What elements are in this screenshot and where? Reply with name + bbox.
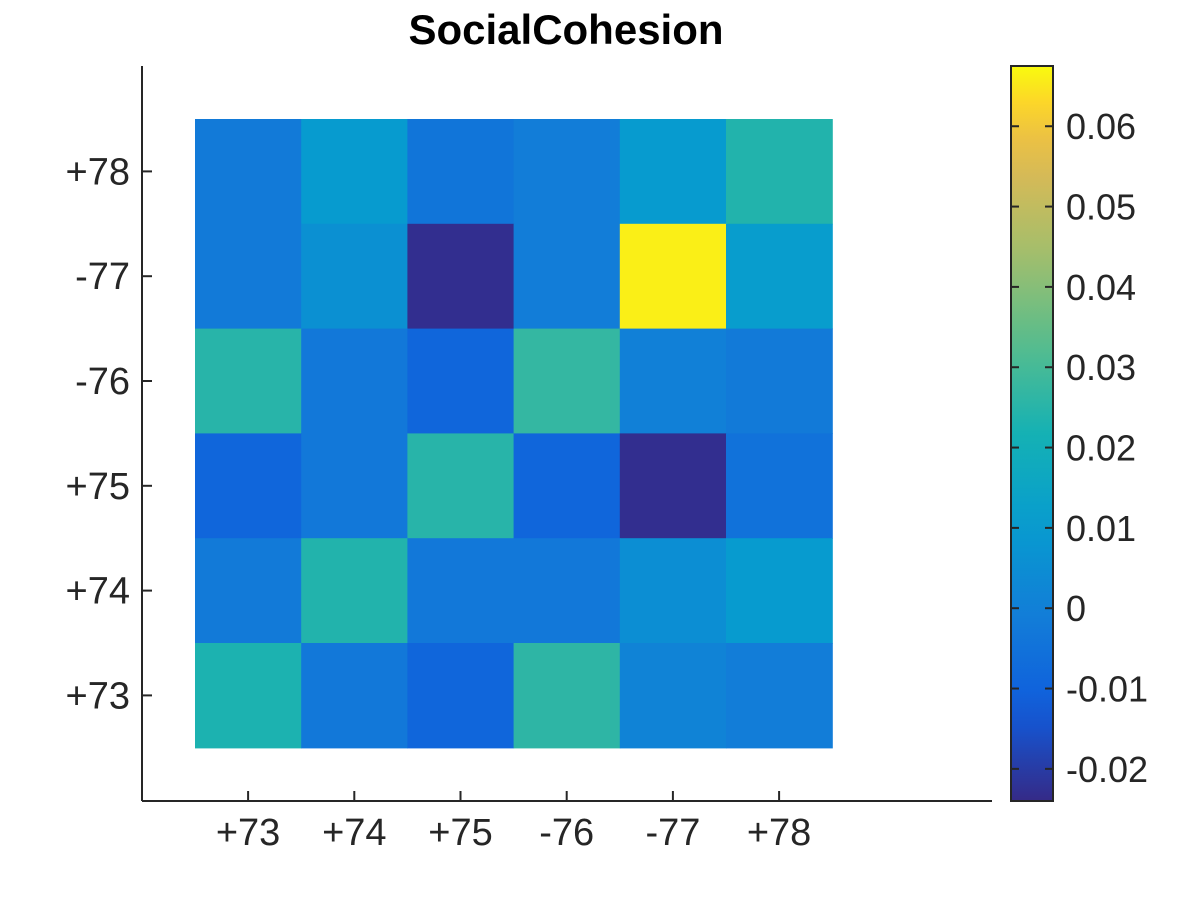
heatmap-cell: [619, 119, 727, 225]
heatmap-cell: [407, 328, 515, 434]
heatmap-cell: [301, 433, 408, 539]
x-tick-label: +74: [322, 812, 386, 854]
heatmap-cell: [513, 119, 621, 225]
heatmap-cell: [407, 119, 515, 225]
heatmap-cell: [407, 538, 515, 644]
heatmap-cell: [301, 119, 408, 225]
x-tick-group: +73 +74 +75 -76 -77 +78: [216, 791, 811, 854]
colorbar-tick-label: -0.02: [1066, 749, 1148, 790]
heatmap-cell: [513, 223, 621, 330]
x-tick-label: +78: [747, 812, 811, 854]
heatmap-cell: [301, 223, 408, 330]
heatmap-cell: [619, 328, 727, 434]
colorbar-tick-label: 0.01: [1066, 508, 1136, 549]
y-tick-group: +78 -77 -76 +75 +74 +73: [66, 151, 152, 717]
heatmap-cell: [195, 643, 302, 749]
heatmap-cell: [726, 119, 833, 225]
heatmap-cell: [619, 643, 727, 749]
heatmap-cell: [407, 223, 515, 330]
heatmap-cell: [513, 538, 621, 644]
colorbar-tick-label: 0.06: [1066, 106, 1136, 147]
heatmap-cell: [195, 328, 302, 434]
heatmap-cell: [301, 643, 408, 749]
heatmap-cell: [726, 433, 833, 539]
heatmap-cell: [195, 223, 302, 330]
x-tick-label: -76: [539, 812, 594, 854]
heatmap-cell: [513, 433, 621, 539]
chart-title: SocialCohesion: [408, 6, 723, 53]
colorbar-tick-label: 0.02: [1066, 428, 1136, 469]
colorbar-tick-label: 0.04: [1066, 267, 1136, 308]
y-tick-label: +74: [66, 571, 130, 613]
heatmap-cell: [726, 643, 833, 749]
heatmap-cell: [726, 223, 833, 330]
heatmap-cell: [619, 433, 727, 539]
heatmap-cell: [407, 433, 515, 539]
heatmap-cell: [513, 328, 621, 434]
heatmap-cell: [195, 538, 302, 644]
y-tick-label: +75: [66, 466, 130, 508]
colorbar-tick-label: -0.01: [1066, 669, 1148, 710]
heatmap-cell: [195, 119, 302, 225]
x-tick-label: +73: [216, 812, 280, 854]
heatmap-cell: [726, 328, 833, 434]
heatmap-cells: [195, 119, 833, 749]
colorbar-tick-label: 0: [1066, 588, 1086, 629]
heatmap-cell: [619, 223, 727, 330]
colorbar-tick-label: 0.05: [1066, 187, 1136, 228]
y-tick-label: -77: [75, 256, 130, 298]
heatmap-cell: [195, 433, 302, 539]
colorbar-tick-label: 0.03: [1066, 347, 1136, 388]
colorbar-tick-group: -0.02 -0.01 0 0.01 0.02 0.03 0.04 0.05 0.06: [1011, 106, 1148, 790]
x-tick-label: +75: [428, 812, 492, 854]
heatmap-cell: [301, 328, 408, 434]
y-tick-label: +78: [66, 151, 130, 193]
y-tick-label: +73: [66, 675, 130, 717]
x-tick-label: -77: [645, 812, 700, 854]
heatmap-cell: [407, 643, 515, 749]
heatmap-cell: [726, 538, 833, 644]
heatmap-cell: [513, 643, 621, 749]
heatmap-cell: [619, 538, 727, 644]
y-tick-label: -76: [75, 361, 130, 403]
colorbar: [1010, 65, 1054, 802]
heatmap-cell: [301, 538, 408, 644]
